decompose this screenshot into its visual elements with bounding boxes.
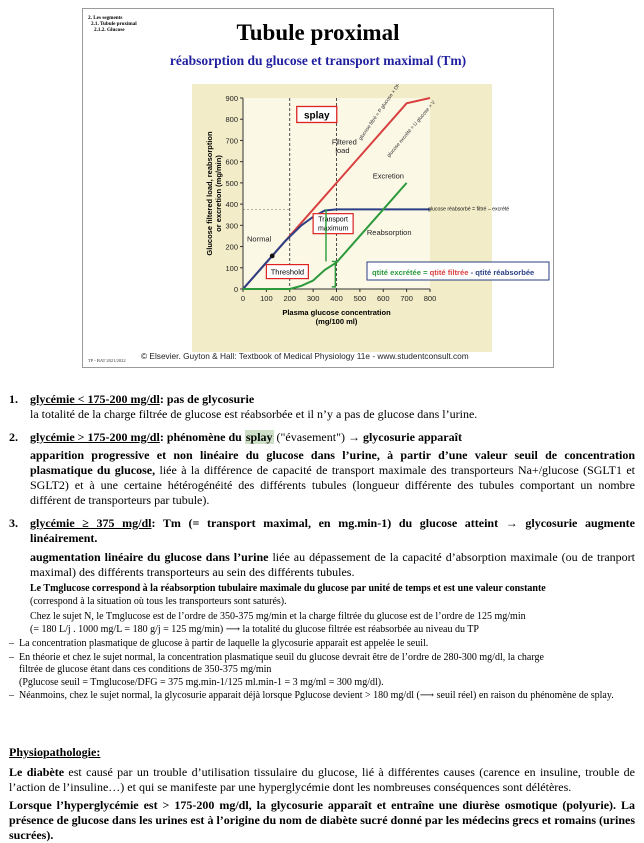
section-1-text: la totalité de la charge filtrée de gluc… [30,407,478,421]
x-tick-label: 300 [307,294,320,303]
x-tick-label: 100 [260,294,273,303]
section-2-text: liée à la différence de capacité de tran… [30,463,636,507]
threshold-note-3: Néanmoins, chez le sujet normal, la glyc… [9,690,635,703]
y-tick-label: 700 [225,136,238,145]
reabsorbed-note: glucose réabsorbé = filtré – excrété [428,206,509,212]
section-2: 2. glycémie > 175-200 mg/dl: phénomène d… [9,430,635,508]
filtered-load-label: Filtered [332,138,357,147]
section-2-heading: glycémie > 175-200 mg/dl [30,430,160,444]
y-tick-label: 100 [225,264,238,273]
section-2-bold: apparition progressive et non linéaire d… [30,448,635,477]
x-tick-label: 700 [400,294,413,303]
section-number: 2. [9,430,18,444]
physiopathology-paragraph-1: Le diabète est causé par un trouble d’ut… [9,765,635,795]
excretion-label: Excretion [373,172,404,181]
excretion-line [243,182,408,290]
threshold-box [265,263,309,280]
threshold-note-1: La concentration plasmatique de glucose … [9,638,635,651]
splay-label: splay [304,110,330,121]
section-2-heading-mid: : phénomène du [159,430,245,444]
chart-axes: 0 100 200 300 400 500 600 700 800 900 0 100 200 300 40… [205,94,436,326]
y-tick-label: 300 [225,221,238,230]
toc-line: 2.1.2. Glucose [94,27,125,34]
legend-box [366,261,550,281]
legend-part: qtité filtrée [430,268,469,277]
y-tick-label: 500 [225,179,238,188]
section-3: 3. glycémie ≥ 375 mg/dl: Tm (= transport… [9,516,635,703]
section-number: 1. [9,392,18,406]
toc-line: 2.1. Tubule proximal [91,21,137,28]
transport-maximum-box [312,213,354,235]
section-1-heading-rest: : pas de glycosurie [159,392,255,406]
physiopathology-title: Physiopathologie: [9,745,101,759]
normal-subject-note: Chez le sujet N, le Tmglucose est de l’o… [30,611,635,636]
slide-title: Tubule proximal [236,20,400,45]
toc-line: 2. Les segments [88,15,123,21]
section-3-text: liée au dépassement de la capacité d’abs… [30,550,635,579]
filtered-load-label-2: load [335,146,349,155]
x-tick-label: 0 [241,294,245,303]
slide-subtitle: réabsorption du glucose et transport max… [169,53,467,68]
y-tick-label: 800 [225,115,238,124]
threshold-notes: La concentration plasmatique de glucose … [9,638,635,703]
y-tick-label: 200 [225,243,238,252]
slide-credit: © Elsevier. Guyton & Hall: Textbook of M… [141,351,469,361]
slide-toc: 2. Les segments 2.1. Tubule proximal 2.1… [88,15,137,34]
y-tick-label: 900 [225,94,238,103]
glucose-chart: 0 100 200 300 400 500 600 700 800 900 0 100 200 300 40… [192,84,550,352]
physiopathology-paragraph-2: Lorsque l’hyperglycémie est > 175-200 mg… [9,798,635,842]
y-tick-label: 0 [234,285,238,294]
threshold-note-2-line-1: En théorie et chez le sujet normal, la c… [19,651,544,663]
section-3-heading: glycémie ≥ 375 mg/dl [30,516,152,530]
tm-definition: Le Tmglucose correspond à la réabsorptio… [30,583,635,608]
section-2-heading-end: → glycosurie apparaît [347,430,462,444]
x-axis-label: Plasma glucose concentration [282,308,391,317]
section-3-heading-rest: : Tm (= transport maximal, en mg.min-1) … [30,516,635,545]
x-tick-label: 200 [283,294,296,303]
slide-footer: TP - BAT 2021/2022 [88,358,126,363]
section-1-heading: glycémie < 175-200 mg/dl [30,392,160,406]
normal-label: Normal [247,234,272,243]
x-tick-label: 500 [354,294,367,303]
physiopathology-text-1: est causé par un trouble d’utilisation t… [9,765,635,794]
y-tick-label: 600 [225,158,238,167]
section-number: 3. [9,516,18,530]
y-axis-label: Glucose filtered load, reabsorption [205,131,214,256]
splay-highlight: splay [244,430,274,444]
x-tick-label: 800 [424,294,437,303]
section-3-bold: augmentation linéaire du glucose dans l’… [30,550,269,564]
excretion-brace [331,260,337,288]
transport-maximum-label: Transport [318,217,348,224]
legend-part: - qtité réabsorbée [468,268,534,277]
x-tick-label: 600 [377,294,390,303]
splay-box [296,105,338,124]
y-axis-label-line-2: or excretion (mg/min) [214,155,223,232]
x-axis-label-unit: (mg/100 ml) [316,317,358,326]
section-3-heading-line: glycémie ≥ 375 mg/dl: Tm (= transport ma… [30,516,635,546]
physiopathology: Physiopathologie: Le diabète est causé p… [9,745,635,843]
normal-point [269,253,275,259]
section-1: 1. glycémie < 175-200 mg/dl: pas de glyc… [9,392,635,422]
y-tick-label: 400 [225,200,238,209]
threshold-label: Threshold [271,268,304,277]
normal-subject-line-2: (= 180 L/j . 1000 mg/L = 180 g/j = 125 m… [30,623,479,635]
threshold-note-2-line-2: filtrée de glucose étant dans ces condit… [19,664,272,675]
section-2-heading-paren: ("évasement") [273,430,348,444]
section-2-paragraph: apparition progressive et non linéaire d… [30,448,635,508]
tm-definition-note: (correspond à la situation où tous les t… [30,595,287,607]
chart-grid [243,98,430,289]
threshold-note-2-line-3: (Pglucose seuil = Tmglucose/DFG = 375 mg… [19,676,384,688]
tm-definition-line: Le Tmglucose correspond à la réabsorptio… [30,583,546,594]
legend-part: qtité excrétée = [372,268,430,277]
x-tick-label: 400 [330,294,343,303]
transport-maximum-label-2: maximum [318,226,349,233]
normal-subject-line-1: Chez le sujet N, le Tmglucose est de l’o… [30,611,526,622]
section-3-paragraph: augmentation linéaire du glucose dans l’… [30,550,635,580]
diabetes-bold: Le diabète [9,765,65,779]
legend-text: qtité excrétée = qtité filtrée - qtité r… [372,268,534,277]
threshold-note-2: En théorie et chez le sujet normal, la c… [9,652,635,690]
reabsorption-label: Reabsorption [367,228,412,237]
